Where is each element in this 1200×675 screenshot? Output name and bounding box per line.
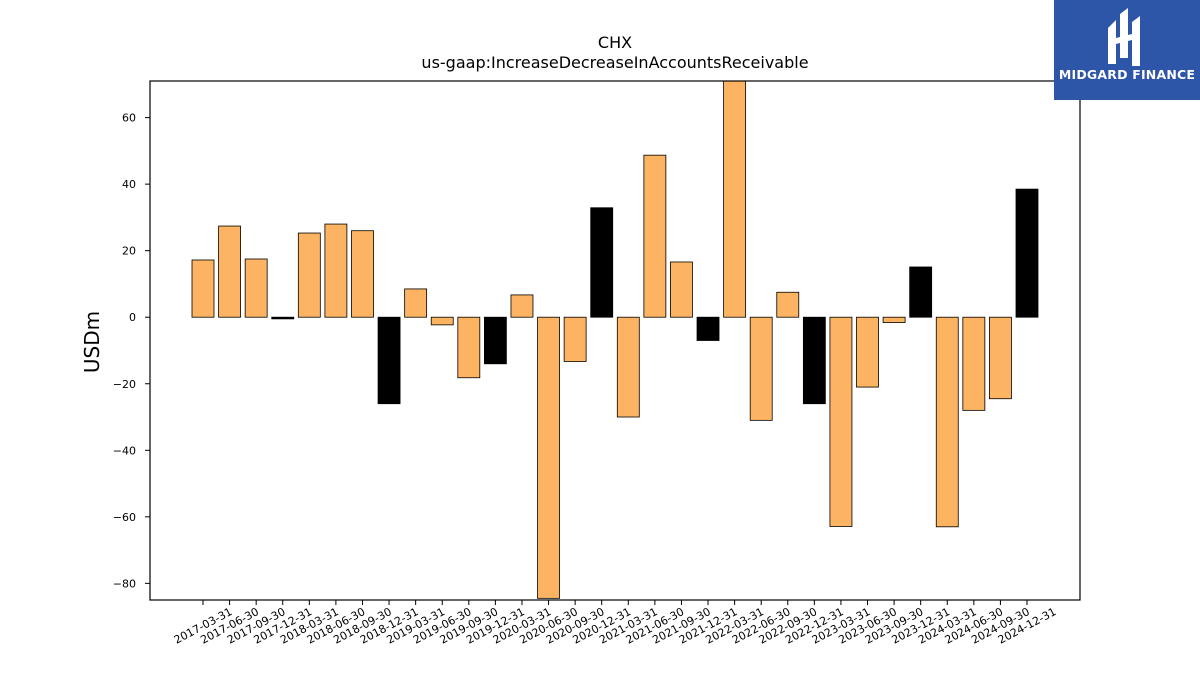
bar-2019-03-31 — [404, 288, 428, 318]
bar-2020-06-30 — [537, 316, 560, 599]
bar-2020-03-31 — [510, 294, 534, 318]
y-axis: −80 −60 −40 −20 0 20 40 60 — [113, 112, 150, 590]
bar-2020-12-31 — [590, 207, 614, 318]
bar-2019-06-30 — [430, 316, 454, 326]
bar-2021-06-30 — [643, 154, 667, 318]
bar-2022-12-31 — [802, 316, 826, 405]
bar-2024-09-30 — [989, 316, 1012, 400]
bar-2017-06-30 — [218, 225, 241, 318]
bar-2019-12-31 — [483, 316, 507, 365]
bar-2024-06-30 — [962, 316, 986, 411]
x-axis: 2017-03-312017-06-302017-09-302017-12-31… — [172, 600, 1058, 647]
bar-2024-03-31 — [935, 316, 959, 528]
bar-2017-12-31 — [271, 316, 295, 320]
bar-2017-09-30 — [244, 258, 268, 318]
bar-2017-03-31 — [191, 259, 215, 318]
bars — [191, 80, 1039, 599]
y-axis-label: USDm — [80, 311, 104, 373]
y-tick-label: 0 — [129, 311, 136, 324]
bar-2021-03-31 — [616, 316, 640, 418]
bar-2022-09-30 — [776, 291, 800, 318]
bar-2018-09-30 — [351, 230, 374, 318]
y-tick-label: 40 — [122, 178, 136, 191]
bar-2023-06-30 — [856, 316, 879, 388]
bar-2018-03-31 — [297, 232, 321, 318]
y-tick-label: −40 — [113, 444, 136, 457]
bar-2019-09-30 — [457, 316, 481, 379]
midgard-logo-icon — [1108, 8, 1140, 66]
bar-2021-12-31 — [696, 316, 720, 341]
plot-frame — [149, 80, 1081, 601]
bar-2022-06-30 — [749, 316, 773, 421]
chart-title: CHX — [598, 33, 632, 52]
bar-2020-09-30 — [563, 316, 587, 362]
y-tick-label: −20 — [113, 378, 136, 391]
bar-2024-12-31 — [1015, 188, 1039, 318]
bar-2018-12-31 — [377, 316, 401, 405]
chart-subtitle: us-gaap:IncreaseDecreaseInAccountsReceiv… — [421, 53, 808, 72]
bar-2022-03-31 — [723, 80, 747, 318]
y-tick-label: 20 — [122, 245, 136, 258]
bar-2023-09-30 — [882, 316, 906, 323]
y-tick-label: −80 — [113, 577, 136, 590]
bar-2018-06-30 — [324, 223, 348, 318]
bar-2023-03-31 — [829, 316, 853, 527]
bar-2023-12-31 — [909, 266, 933, 318]
bar-2021-09-30 — [670, 261, 693, 318]
y-tick-label: −60 — [113, 511, 136, 524]
y-tick-label: 60 — [122, 112, 136, 125]
brand-logo: MIDGARD FINANCE — [1054, 0, 1200, 100]
logo-text: MIDGARD FINANCE — [1058, 67, 1196, 82]
